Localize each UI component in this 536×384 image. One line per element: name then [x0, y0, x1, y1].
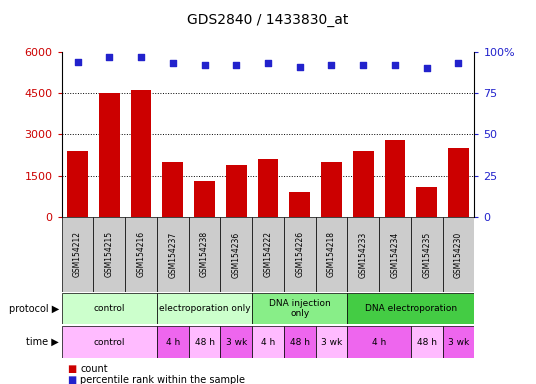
Point	[200, 62, 209, 68]
Text: protocol ▶: protocol ▶	[9, 304, 59, 314]
Bar	[252, 293, 347, 324]
Bar	[411, 326, 443, 358]
Text: 4 h: 4 h	[261, 338, 275, 347]
Bar	[258, 159, 278, 217]
Text: control: control	[93, 304, 125, 313]
Text: 3 wk: 3 wk	[448, 338, 469, 347]
Bar	[252, 326, 284, 358]
Text: 48 h: 48 h	[416, 338, 437, 347]
Point	[137, 54, 145, 60]
Text: GSM154218: GSM154218	[327, 232, 336, 277]
Text: 48 h: 48 h	[195, 338, 214, 347]
Point	[359, 62, 368, 68]
Bar	[316, 326, 347, 358]
Text: 4 h: 4 h	[166, 338, 180, 347]
Bar	[385, 140, 405, 217]
Point	[295, 64, 304, 70]
Text: GSM154233: GSM154233	[359, 231, 368, 278]
Text: 48 h: 48 h	[290, 338, 310, 347]
Bar	[220, 326, 252, 358]
Bar	[316, 217, 347, 292]
Bar	[284, 326, 316, 358]
Point	[232, 62, 241, 68]
Bar	[157, 293, 252, 324]
Text: GSM154215: GSM154215	[105, 231, 114, 278]
Point	[391, 62, 399, 68]
Text: GSM154212: GSM154212	[73, 232, 82, 277]
Bar	[448, 148, 469, 217]
Text: 3 wk: 3 wk	[321, 338, 342, 347]
Text: GSM154235: GSM154235	[422, 231, 431, 278]
Bar	[131, 90, 151, 217]
Bar	[347, 217, 379, 292]
Bar	[220, 217, 252, 292]
Text: DNA electroporation: DNA electroporation	[365, 304, 457, 313]
Bar	[194, 181, 215, 217]
Point	[327, 62, 336, 68]
Text: 3 wk: 3 wk	[226, 338, 247, 347]
Bar	[189, 326, 220, 358]
Bar	[443, 326, 474, 358]
Bar	[189, 217, 220, 292]
Text: GDS2840 / 1433830_at: GDS2840 / 1433830_at	[187, 13, 349, 27]
Text: control: control	[93, 338, 125, 347]
Text: electroporation only: electroporation only	[159, 304, 250, 313]
Bar	[62, 217, 93, 292]
Text: time ▶: time ▶	[26, 337, 59, 347]
Bar	[157, 326, 189, 358]
Point	[105, 54, 114, 60]
Bar	[321, 162, 342, 217]
Text: ■: ■	[67, 364, 76, 374]
Text: DNA injection
only: DNA injection only	[269, 299, 331, 318]
Bar	[162, 162, 183, 217]
Text: GSM154230: GSM154230	[454, 231, 463, 278]
Bar	[347, 293, 474, 324]
Text: percentile rank within the sample: percentile rank within the sample	[80, 375, 245, 384]
Point	[454, 60, 463, 66]
Text: GSM154222: GSM154222	[264, 232, 272, 277]
Bar	[62, 326, 157, 358]
Bar	[226, 165, 247, 217]
Text: GSM154226: GSM154226	[295, 231, 304, 278]
Text: GSM154234: GSM154234	[391, 231, 399, 278]
Bar	[411, 217, 443, 292]
Text: 4 h: 4 h	[372, 338, 386, 347]
Bar	[252, 217, 284, 292]
Bar	[353, 151, 374, 217]
Text: GSM154216: GSM154216	[137, 231, 145, 278]
Bar	[93, 217, 125, 292]
Bar	[157, 217, 189, 292]
Point	[264, 60, 272, 66]
Text: GSM154236: GSM154236	[232, 231, 241, 278]
Text: count: count	[80, 364, 108, 374]
Bar	[379, 217, 411, 292]
Bar	[62, 293, 157, 324]
Point	[168, 60, 177, 66]
Text: ■: ■	[67, 375, 76, 384]
Bar	[284, 217, 316, 292]
Point	[422, 65, 431, 71]
Point	[73, 59, 82, 65]
Bar	[99, 93, 120, 217]
Bar	[67, 151, 88, 217]
Bar	[443, 217, 474, 292]
Bar	[289, 192, 310, 217]
Bar	[347, 326, 411, 358]
Text: GSM154238: GSM154238	[200, 231, 209, 278]
Bar	[125, 217, 157, 292]
Text: GSM154237: GSM154237	[168, 231, 177, 278]
Bar	[416, 187, 437, 217]
